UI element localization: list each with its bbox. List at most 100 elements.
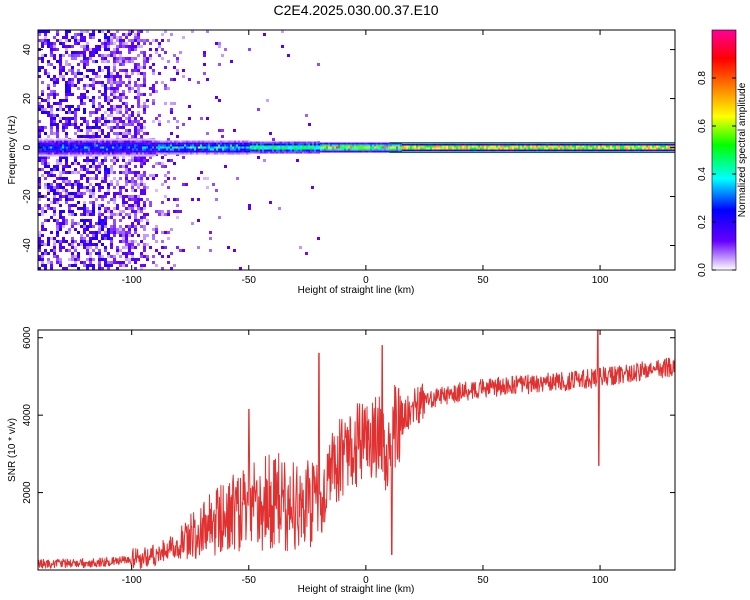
heatmap-cell [92, 267, 95, 270]
heatmap-cell [382, 144, 384, 147]
heatmap-cell [86, 96, 89, 99]
heatmap-cell [100, 142, 102, 145]
heatmap-cell [68, 140, 70, 143]
heatmap-cell [65, 90, 68, 93]
heatmap-cell [288, 151, 290, 154]
heatmap-cell [552, 145, 554, 148]
heatmap-cell [218, 216, 221, 219]
heatmap-cell [164, 84, 167, 87]
figure-title: C2E4.2025.030.00.37.E10 [273, 2, 438, 18]
heatmap-cell [456, 145, 458, 148]
heatmap-cell [220, 150, 222, 153]
heatmap-cell [236, 146, 238, 149]
heatmap-cell [584, 143, 586, 146]
heatmap-cell [90, 146, 92, 149]
heatmap-cell [47, 84, 50, 87]
heatmap-cell [110, 114, 113, 117]
heatmap-cell [120, 148, 122, 151]
heatmap-cell [110, 159, 113, 162]
heatmap-cell [128, 234, 131, 237]
heatmap-cell [94, 140, 96, 143]
heatmap-cell [92, 243, 95, 246]
heatmap-cell [71, 240, 74, 243]
heatmap-cell [366, 148, 368, 151]
heatmap-cell [98, 261, 101, 264]
heatmap-cell [131, 114, 134, 117]
heatmap-cell [380, 148, 382, 151]
heatmap-cell [173, 78, 176, 81]
heatmap-cell [44, 177, 47, 180]
heatmap-cell [74, 255, 77, 258]
heatmap-cell [104, 222, 107, 225]
heatmap-cell [74, 240, 77, 243]
heatmap-cell [100, 140, 102, 143]
heatmap-cell [68, 198, 71, 201]
heatmap-cell [462, 147, 464, 150]
heatmap-cell [570, 147, 572, 150]
heatmap-cell [110, 243, 113, 246]
heatmap-cell [110, 255, 113, 258]
heatmap-cell [520, 143, 522, 146]
heatmap-cell [360, 148, 362, 151]
heatmap-cell [270, 143, 272, 146]
spectrogram-x-label: Height of straight line (km) [298, 285, 415, 296]
heatmap-cell [280, 149, 282, 152]
heatmap-cell [74, 111, 77, 114]
heatmap-cell [446, 143, 448, 146]
heatmap-cell [200, 117, 203, 120]
heatmap-cell [70, 138, 72, 141]
heatmap-cell [328, 148, 330, 151]
heatmap-cell [314, 149, 316, 152]
heatmap-cell [134, 81, 137, 84]
heatmap-cell [330, 142, 332, 145]
heatmap-cell [89, 240, 92, 243]
heatmap-cell [128, 252, 131, 255]
heatmap-cell [119, 99, 122, 102]
heatmap-cell [422, 149, 424, 152]
heatmap-cell [71, 36, 74, 39]
heatmap-cell [334, 142, 336, 145]
heatmap-cell [480, 143, 482, 146]
heatmap-cell [77, 252, 80, 255]
heatmap-cell [98, 249, 101, 252]
heatmap-cell [50, 261, 53, 264]
heatmap-cell [246, 144, 248, 147]
heatmap-cell [113, 195, 116, 198]
heatmap-cell [119, 240, 122, 243]
heatmap-cell [101, 57, 104, 60]
heatmap-cell [262, 141, 264, 144]
heatmap-cell [116, 48, 119, 51]
heatmap-cell [68, 84, 71, 87]
heatmap-cell [486, 149, 488, 152]
heatmap-cell [56, 198, 59, 201]
heatmap-cell [128, 45, 131, 48]
heatmap-cell [316, 149, 318, 152]
heatmap-cell [104, 216, 107, 219]
heatmap-cell [126, 148, 128, 151]
heatmap-cell [233, 129, 236, 132]
colorbar-ticks: 0.00.20.40.60.8 [697, 71, 736, 277]
heatmap-cell [272, 151, 274, 154]
heatmap-cell [300, 151, 302, 154]
heatmap-cell [544, 143, 546, 146]
snr-x-label: Height of straight line (km) [298, 584, 415, 595]
heatmap-cell [246, 150, 248, 153]
heatmap-cell [392, 148, 394, 151]
heatmap-cell [520, 145, 522, 148]
heatmap-cell [167, 60, 170, 63]
heatmap-cell [92, 84, 95, 87]
heatmap-cell [80, 148, 82, 151]
heatmap-cell [122, 57, 125, 60]
heatmap-cell [424, 147, 426, 150]
heatmap-cell [77, 63, 80, 66]
heatmap-cell [158, 114, 161, 117]
heatmap-cell [38, 69, 41, 72]
heatmap-cell [58, 148, 60, 151]
heatmap-cell [506, 145, 508, 148]
heatmap-cell [410, 147, 412, 150]
heatmap-cell [116, 156, 119, 159]
heatmap-cell [152, 39, 155, 42]
heatmap-cell [332, 148, 334, 151]
heatmap-cell [137, 90, 140, 93]
heatmap-cell [185, 183, 188, 186]
